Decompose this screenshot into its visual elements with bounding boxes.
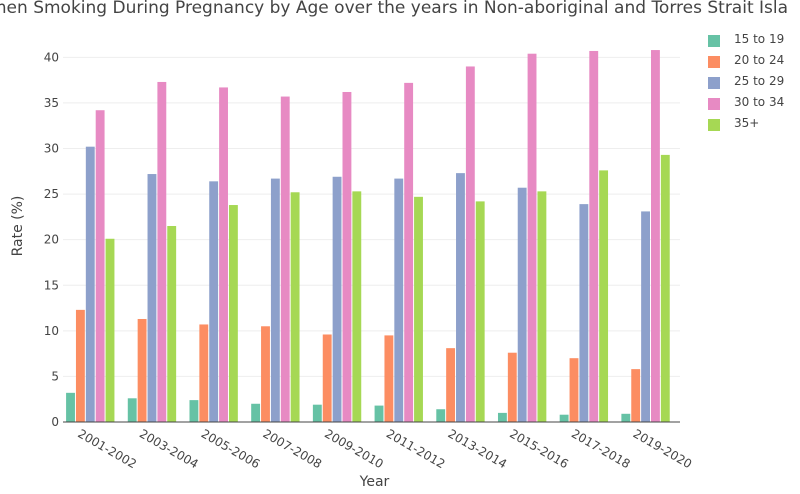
legend-label: 15 to 19 bbox=[734, 32, 785, 46]
bar bbox=[352, 191, 362, 422]
bar bbox=[95, 110, 105, 422]
bar bbox=[465, 66, 475, 422]
bar bbox=[569, 358, 579, 422]
bar bbox=[157, 81, 167, 422]
legend-swatch bbox=[708, 56, 720, 68]
y-tick-label: 0 bbox=[51, 415, 59, 429]
bar bbox=[127, 398, 137, 422]
bar bbox=[517, 187, 527, 422]
bar bbox=[137, 318, 147, 422]
y-tick-label: 10 bbox=[44, 324, 59, 338]
bar bbox=[189, 400, 199, 422]
bar bbox=[105, 238, 115, 422]
chart-title: men Smoking During Pregnancy by Age over… bbox=[0, 0, 789, 18]
bar bbox=[209, 181, 219, 422]
x-tick-label: 2001-2002 bbox=[75, 426, 139, 471]
bar bbox=[559, 414, 569, 422]
legend-item[interactable]: 35+ bbox=[706, 114, 800, 135]
bar bbox=[66, 392, 75, 422]
bar bbox=[251, 403, 261, 422]
legend-label: 35+ bbox=[734, 116, 760, 130]
bar bbox=[384, 335, 394, 422]
x-tick-label: 2003-2004 bbox=[137, 426, 201, 471]
x-tick-label: 2019-2020 bbox=[631, 426, 695, 471]
y-tick-label: 25 bbox=[44, 187, 59, 201]
legend-item[interactable]: 15 to 19 bbox=[706, 30, 800, 51]
bar bbox=[621, 413, 631, 422]
bar bbox=[85, 146, 95, 423]
y-tick-label: 40 bbox=[44, 50, 59, 64]
x-tick-label: 2013-2014 bbox=[446, 426, 510, 471]
bar bbox=[436, 409, 446, 422]
legend-item[interactable]: 20 to 24 bbox=[706, 51, 800, 72]
bar bbox=[579, 204, 589, 422]
y-tick-label: 20 bbox=[44, 233, 59, 247]
bar bbox=[322, 334, 332, 422]
legend: 15 to 19 20 to 24 25 to 29 30 to 34 35+ bbox=[706, 30, 800, 135]
bar bbox=[456, 173, 465, 422]
bar bbox=[589, 50, 599, 423]
bar bbox=[332, 176, 342, 422]
bar bbox=[414, 196, 423, 422]
x-tick-label: 2007-2008 bbox=[260, 426, 324, 471]
legend-item[interactable]: 25 to 29 bbox=[706, 72, 800, 93]
bar bbox=[312, 404, 322, 422]
bar bbox=[147, 174, 157, 422]
bar bbox=[631, 369, 641, 422]
y-tick-label: 35 bbox=[44, 96, 59, 110]
legend-label: 20 to 24 bbox=[734, 53, 785, 67]
y-tick-label: 15 bbox=[44, 278, 59, 292]
bar bbox=[394, 178, 404, 422]
bar bbox=[404, 82, 414, 422]
legend-item[interactable]: 30 to 34 bbox=[706, 93, 800, 114]
bar bbox=[219, 87, 228, 422]
bar bbox=[374, 405, 384, 422]
bar bbox=[641, 211, 651, 422]
bar bbox=[446, 348, 456, 422]
legend-swatch bbox=[708, 77, 720, 89]
y-tick-label: 30 bbox=[44, 142, 59, 156]
x-tick-label: 2015-2016 bbox=[507, 426, 571, 471]
legend-swatch bbox=[708, 119, 720, 131]
legend-swatch bbox=[708, 98, 720, 110]
bar bbox=[342, 91, 352, 423]
bar bbox=[228, 205, 238, 422]
bar bbox=[261, 326, 270, 422]
x-axis-title: Year bbox=[359, 474, 390, 490]
legend-swatch bbox=[708, 35, 720, 47]
bar bbox=[475, 201, 485, 422]
bar bbox=[497, 412, 507, 422]
bar bbox=[280, 96, 290, 423]
x-tick-label: 2009-2010 bbox=[322, 426, 386, 471]
legend-label: 30 to 34 bbox=[734, 95, 785, 109]
bar bbox=[270, 178, 280, 422]
y-axis-title: Rate (%) bbox=[10, 196, 26, 257]
bar bbox=[651, 50, 660, 422]
bar bbox=[167, 226, 177, 422]
bar bbox=[537, 191, 547, 422]
x-tick-label: 2017-2018 bbox=[569, 426, 633, 471]
bar bbox=[599, 170, 609, 422]
x-tick-label: 2005-2006 bbox=[199, 426, 263, 471]
y-tick-label: 5 bbox=[51, 369, 59, 383]
bar bbox=[507, 352, 517, 422]
bar bbox=[199, 324, 209, 422]
bar bbox=[75, 309, 85, 422]
bar bbox=[527, 53, 537, 422]
bar bbox=[290, 192, 300, 422]
legend-label: 25 to 29 bbox=[734, 74, 785, 88]
bar bbox=[660, 154, 670, 423]
x-tick-label: 2011-2012 bbox=[384, 426, 448, 471]
